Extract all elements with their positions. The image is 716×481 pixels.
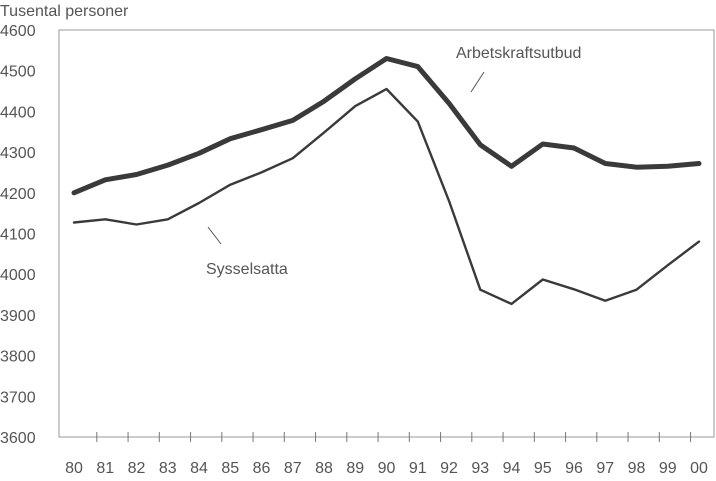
x-tick-label: 87	[284, 460, 302, 476]
plot-frame	[59, 30, 714, 437]
x-tick-label: 80	[65, 460, 83, 476]
y-tick-label: 3700	[0, 389, 36, 406]
y-tick-label: 4100	[0, 227, 36, 244]
x-tick-label: 95	[534, 460, 552, 476]
y-tick-label: 3800	[0, 349, 36, 366]
x-tick-label: 99	[659, 460, 677, 476]
series-line-arbetskraftsutbud	[74, 59, 699, 193]
x-tick-label: 86	[253, 460, 271, 476]
x-tick-label: 84	[190, 460, 208, 476]
y-tick-label: 4000	[0, 267, 36, 284]
x-tick-label: 90	[378, 460, 396, 476]
y-tick-label: 4500	[0, 64, 36, 81]
x-tick-label: 91	[409, 460, 427, 476]
series-label-sysselsatta: Sysselsatta	[206, 261, 288, 278]
annotation-leader-sysselsatta	[208, 227, 221, 244]
x-tick-label: 83	[159, 460, 177, 476]
x-tick-label: 82	[128, 460, 146, 476]
series-label-arbetskraftsutbud: Arbetskraftsutbud	[456, 45, 581, 62]
y-tick-label: 4300	[0, 145, 36, 162]
y-tick-label: 4400	[0, 104, 36, 121]
x-tick-label: 93	[471, 460, 489, 476]
x-tick-label: 85	[221, 460, 239, 476]
y-axis-label: Tusental personer	[0, 3, 129, 20]
x-tick-label: 94	[503, 460, 521, 476]
x-tick-label: 92	[440, 460, 458, 476]
x-tick-label: 96	[565, 460, 583, 476]
y-tick-label: 3600	[0, 430, 36, 447]
x-tick-label: 88	[315, 460, 333, 476]
x-tick-label: 81	[96, 460, 114, 476]
x-tick-label: 97	[596, 460, 614, 476]
series-line-sysselsatta	[74, 89, 699, 304]
y-tick-label: 4200	[0, 186, 36, 203]
annotation-leader-arbetskraftsutbud	[471, 72, 484, 92]
y-tick-label: 4600	[0, 23, 36, 40]
x-tick-label: 89	[346, 460, 364, 476]
y-tick-label: 3900	[0, 308, 36, 325]
x-tick-label: 00	[690, 460, 708, 476]
x-tick-label: 98	[628, 460, 646, 476]
